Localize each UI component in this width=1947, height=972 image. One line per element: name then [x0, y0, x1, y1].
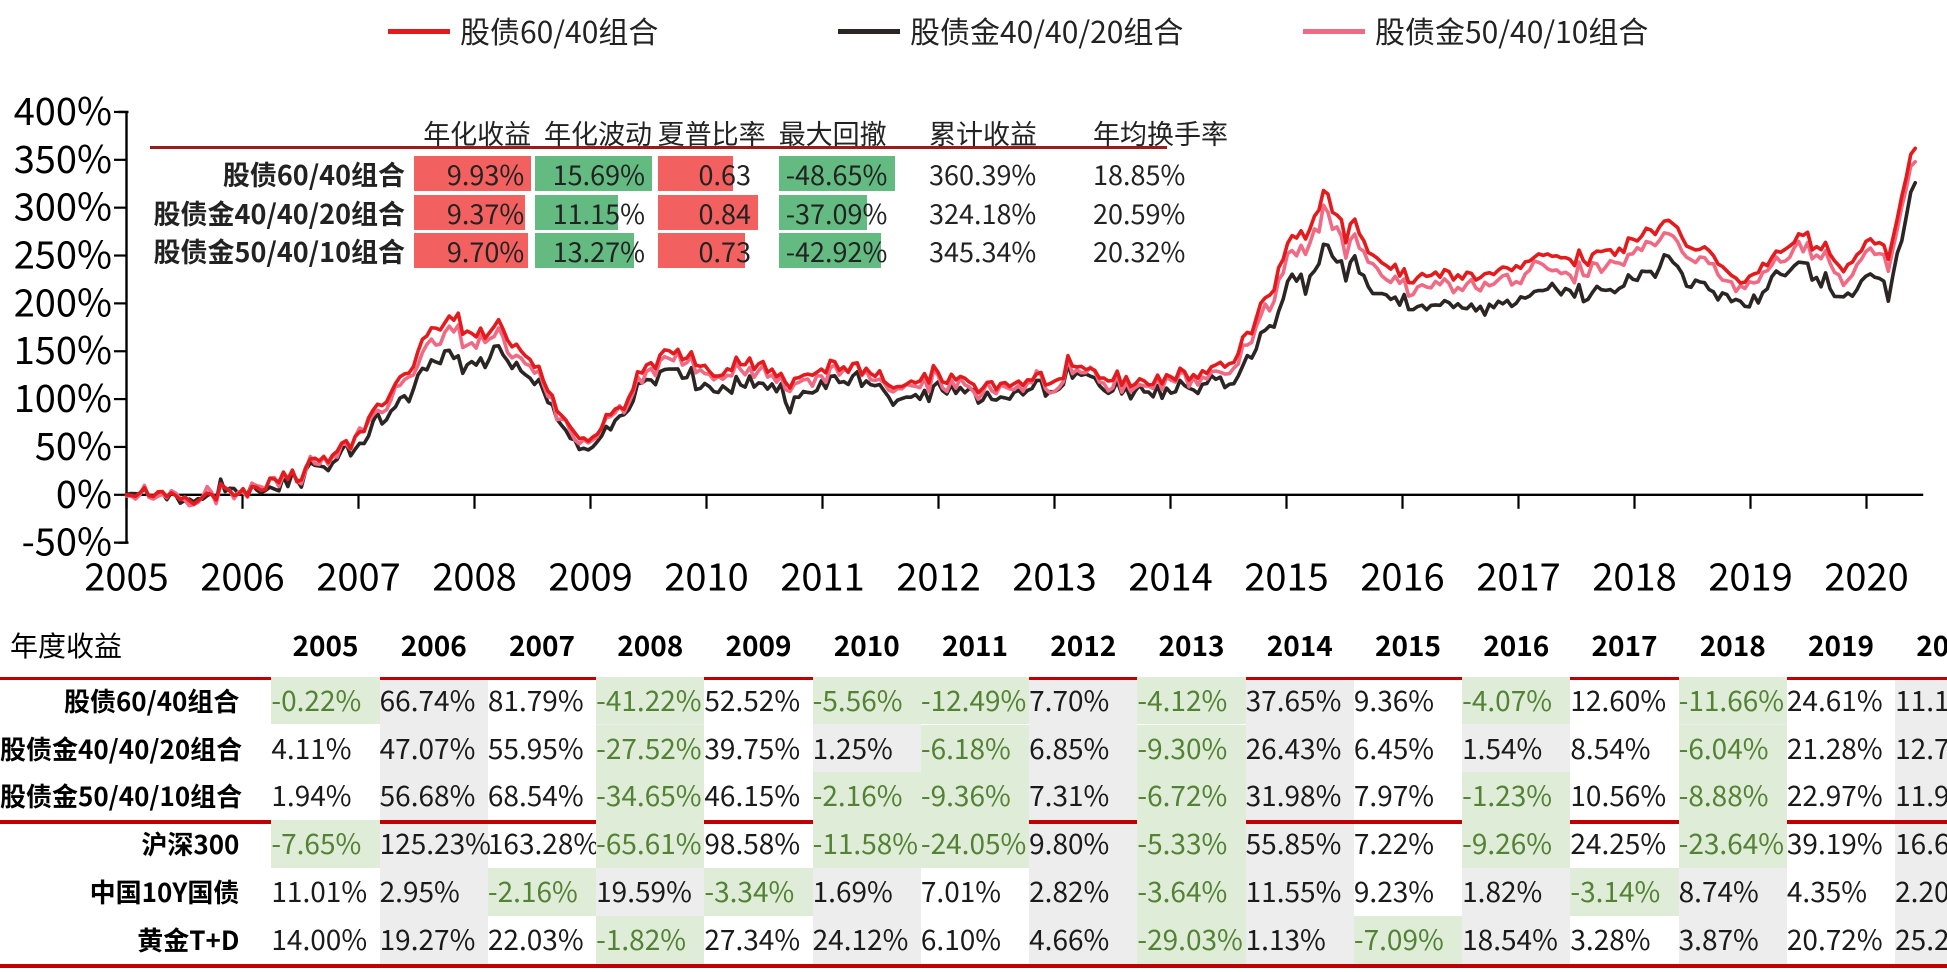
svg-text:0%: 0% — [56, 464, 112, 519]
svg-text:2016: 2016 — [1360, 547, 1444, 602]
svg-text:100%: 100% — [14, 368, 112, 423]
svg-text:2015: 2015 — [1244, 547, 1328, 602]
svg-text:2008: 2008 — [432, 547, 516, 602]
svg-text:2014: 2014 — [1128, 547, 1212, 602]
svg-text:2019: 2019 — [1708, 547, 1792, 602]
svg-text:2011: 2011 — [780, 547, 864, 602]
svg-text:400%: 400% — [14, 81, 112, 136]
svg-text:2012: 2012 — [896, 547, 980, 602]
svg-text:2006: 2006 — [200, 547, 284, 602]
svg-text:150%: 150% — [14, 320, 112, 375]
svg-text:2020: 2020 — [1824, 547, 1908, 602]
svg-text:300%: 300% — [14, 177, 112, 232]
svg-text:2009: 2009 — [548, 547, 632, 602]
svg-text:350%: 350% — [14, 129, 112, 184]
svg-text:2018: 2018 — [1592, 547, 1676, 602]
svg-text:50%: 50% — [35, 416, 112, 471]
svg-text:2010: 2010 — [664, 547, 748, 602]
svg-text:2013: 2013 — [1012, 547, 1096, 602]
svg-text:200%: 200% — [14, 272, 112, 327]
svg-text:250%: 250% — [14, 225, 112, 280]
svg-text:2005: 2005 — [84, 547, 168, 602]
svg-text:2017: 2017 — [1476, 547, 1560, 602]
svg-text:2007: 2007 — [316, 547, 400, 602]
